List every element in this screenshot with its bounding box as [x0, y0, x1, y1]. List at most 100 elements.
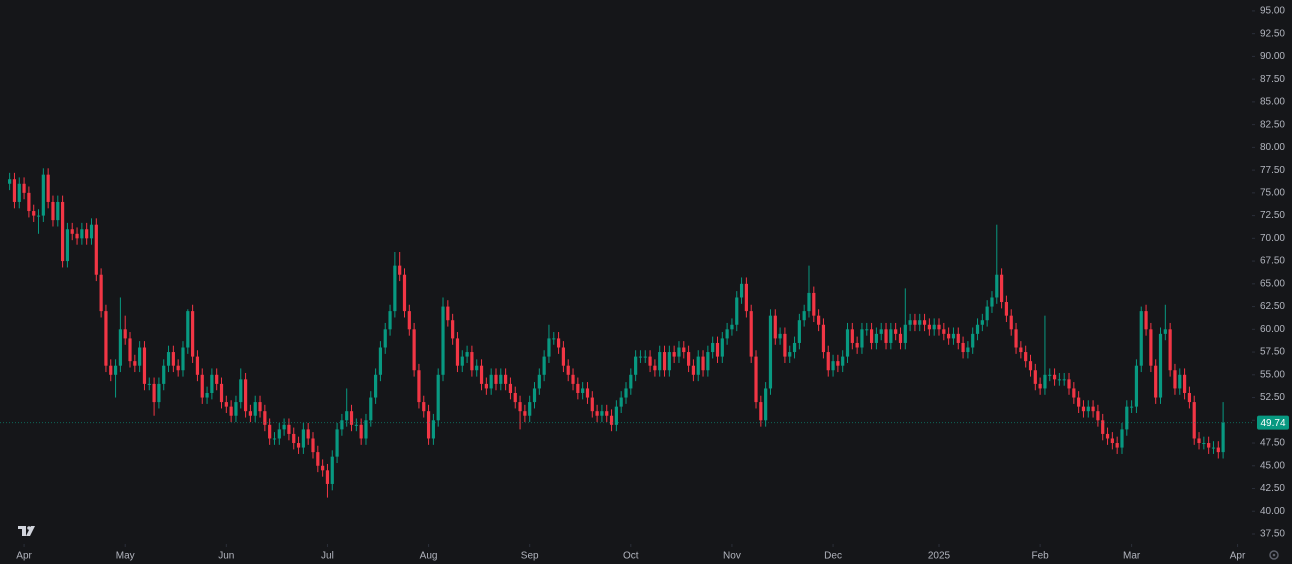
candle-body	[590, 397, 594, 412]
last-price-box	[1257, 415, 1289, 430]
candle-body	[894, 329, 898, 334]
candle-body	[1182, 374, 1187, 393]
candle-body	[349, 411, 354, 425]
y-tick-label: 70.00	[1260, 233, 1285, 244]
candle-body	[504, 374, 508, 384]
candle-body	[345, 411, 349, 421]
x-tick-label: Feb	[1032, 551, 1050, 562]
candle-body	[1077, 397, 1081, 407]
candle-body	[479, 365, 484, 384]
candle-body	[1009, 315, 1013, 330]
x-tick-label: Dec	[824, 551, 842, 562]
candle-body	[764, 388, 768, 421]
candle-body	[648, 356, 652, 366]
candle-body	[22, 183, 26, 193]
candle-body	[1091, 406, 1095, 412]
candle-body	[922, 320, 927, 325]
candle-body	[147, 383, 151, 385]
x-tick-label: Jun	[218, 551, 234, 562]
candle-body	[1105, 433, 1110, 439]
candle-body	[325, 470, 330, 484]
candle-body	[826, 352, 830, 371]
candle-body	[547, 338, 551, 357]
candle-body	[836, 361, 840, 366]
candle-body	[788, 352, 792, 357]
candle-body	[354, 424, 358, 426]
candle-body	[1024, 352, 1028, 362]
y-tick-label: 67.50	[1260, 256, 1285, 267]
candle-body	[239, 379, 243, 403]
candle-body	[378, 347, 383, 375]
candle-body	[1211, 447, 1216, 449]
candle-body	[985, 306, 989, 321]
candle-body	[1125, 406, 1129, 430]
candle-body	[205, 392, 209, 398]
candle-body	[1004, 302, 1009, 316]
y-tick-label: 80.00	[1260, 142, 1285, 153]
candle-body	[739, 283, 744, 298]
candle-body	[523, 411, 527, 416]
candle-body	[191, 311, 195, 357]
candle-body	[918, 320, 922, 325]
candle-body	[118, 329, 122, 366]
candle-body	[682, 347, 686, 353]
candle-body	[715, 342, 720, 357]
candle-body	[884, 329, 888, 343]
candle-body	[797, 320, 801, 343]
y-tick-label: 55.00	[1260, 369, 1285, 380]
candle-body	[609, 415, 614, 425]
candle-body	[966, 347, 970, 353]
candle-body	[330, 456, 334, 484]
candle-body	[730, 324, 734, 330]
candle-body	[576, 383, 580, 393]
candle-body	[865, 329, 869, 331]
candle-body	[306, 429, 310, 439]
y-tick-label: 85.00	[1260, 97, 1285, 108]
candle-body	[508, 383, 513, 393]
candle-body	[219, 383, 224, 403]
candle-body	[65, 229, 70, 262]
candle-body	[85, 229, 89, 239]
candle-body	[807, 292, 811, 312]
candle-body	[1197, 438, 1201, 444]
candle-body	[70, 229, 74, 234]
y-tick-label: 77.50	[1260, 165, 1285, 176]
y-tick-label: 60.00	[1260, 324, 1285, 335]
candle-body	[431, 420, 435, 439]
candle-body	[296, 443, 301, 448]
candle-body	[947, 333, 951, 339]
candle-body	[971, 333, 975, 348]
candle-body	[874, 333, 878, 343]
candle-body	[152, 383, 156, 403]
candle-body	[687, 352, 691, 366]
candles	[8, 168, 1225, 498]
y-tick-label: 57.50	[1260, 347, 1285, 358]
candle-body	[725, 329, 729, 339]
candle-body	[51, 201, 55, 221]
candle-body	[484, 383, 488, 389]
candle-body	[1067, 379, 1071, 389]
candle-body	[171, 352, 175, 366]
candle-body	[12, 179, 17, 202]
candle-body	[1207, 443, 1211, 448]
candle-body	[672, 352, 676, 357]
candle-body	[253, 402, 257, 416]
y-tick-label: 52.50	[1260, 392, 1285, 403]
candle-body	[1096, 411, 1100, 421]
candle-body	[1130, 406, 1134, 408]
candle-body	[1221, 422, 1225, 453]
settings-icon[interactable]	[1269, 550, 1279, 560]
candle-body	[282, 424, 286, 430]
candle-body	[123, 329, 127, 339]
candle-body	[980, 320, 984, 325]
x-tick-label: Apr	[1230, 551, 1246, 562]
candle-body	[263, 411, 267, 425]
candle-body	[186, 311, 190, 348]
candle-body	[1144, 311, 1148, 330]
candle-body	[470, 352, 474, 371]
candle-body	[860, 329, 864, 348]
x-tick-label: Jul	[321, 551, 334, 562]
candle-body	[1192, 402, 1196, 439]
candle-body	[701, 356, 705, 371]
